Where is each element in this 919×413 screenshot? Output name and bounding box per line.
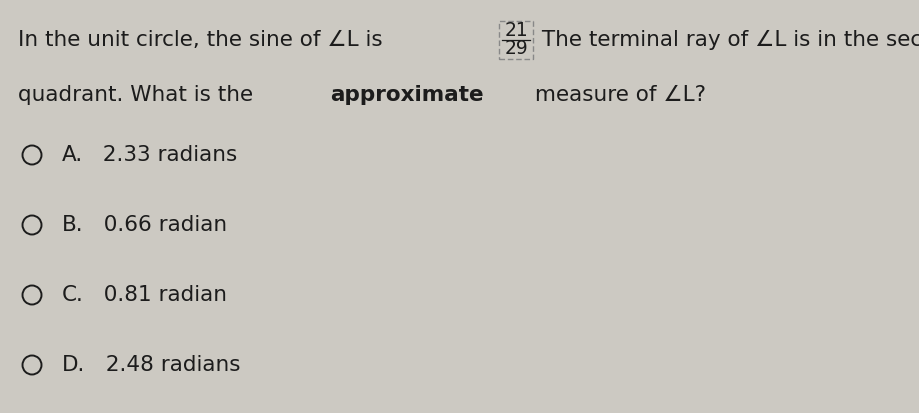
Text: quadrant. What is the: quadrant. What is the xyxy=(18,85,260,105)
Text: A.: A. xyxy=(62,145,83,165)
Text: 2.48 radians: 2.48 radians xyxy=(92,355,241,375)
Text: 29: 29 xyxy=(504,40,528,59)
Text: B.: B. xyxy=(62,215,84,235)
Text: measure of ∠L?: measure of ∠L? xyxy=(528,85,706,105)
Text: C.: C. xyxy=(62,285,84,305)
Text: D.: D. xyxy=(62,355,85,375)
Text: approximate: approximate xyxy=(330,85,483,105)
Text: 0.66 radian: 0.66 radian xyxy=(90,215,227,235)
Text: 0.81 radian: 0.81 radian xyxy=(90,285,227,305)
Text: In the unit circle, the sine of ∠L is: In the unit circle, the sine of ∠L is xyxy=(18,30,389,50)
Text: 21: 21 xyxy=(504,21,528,40)
FancyBboxPatch shape xyxy=(499,21,533,59)
Text: The terminal ray of ∠L is in the second: The terminal ray of ∠L is in the second xyxy=(535,30,919,50)
Text: 2.33 radians: 2.33 radians xyxy=(89,145,237,165)
